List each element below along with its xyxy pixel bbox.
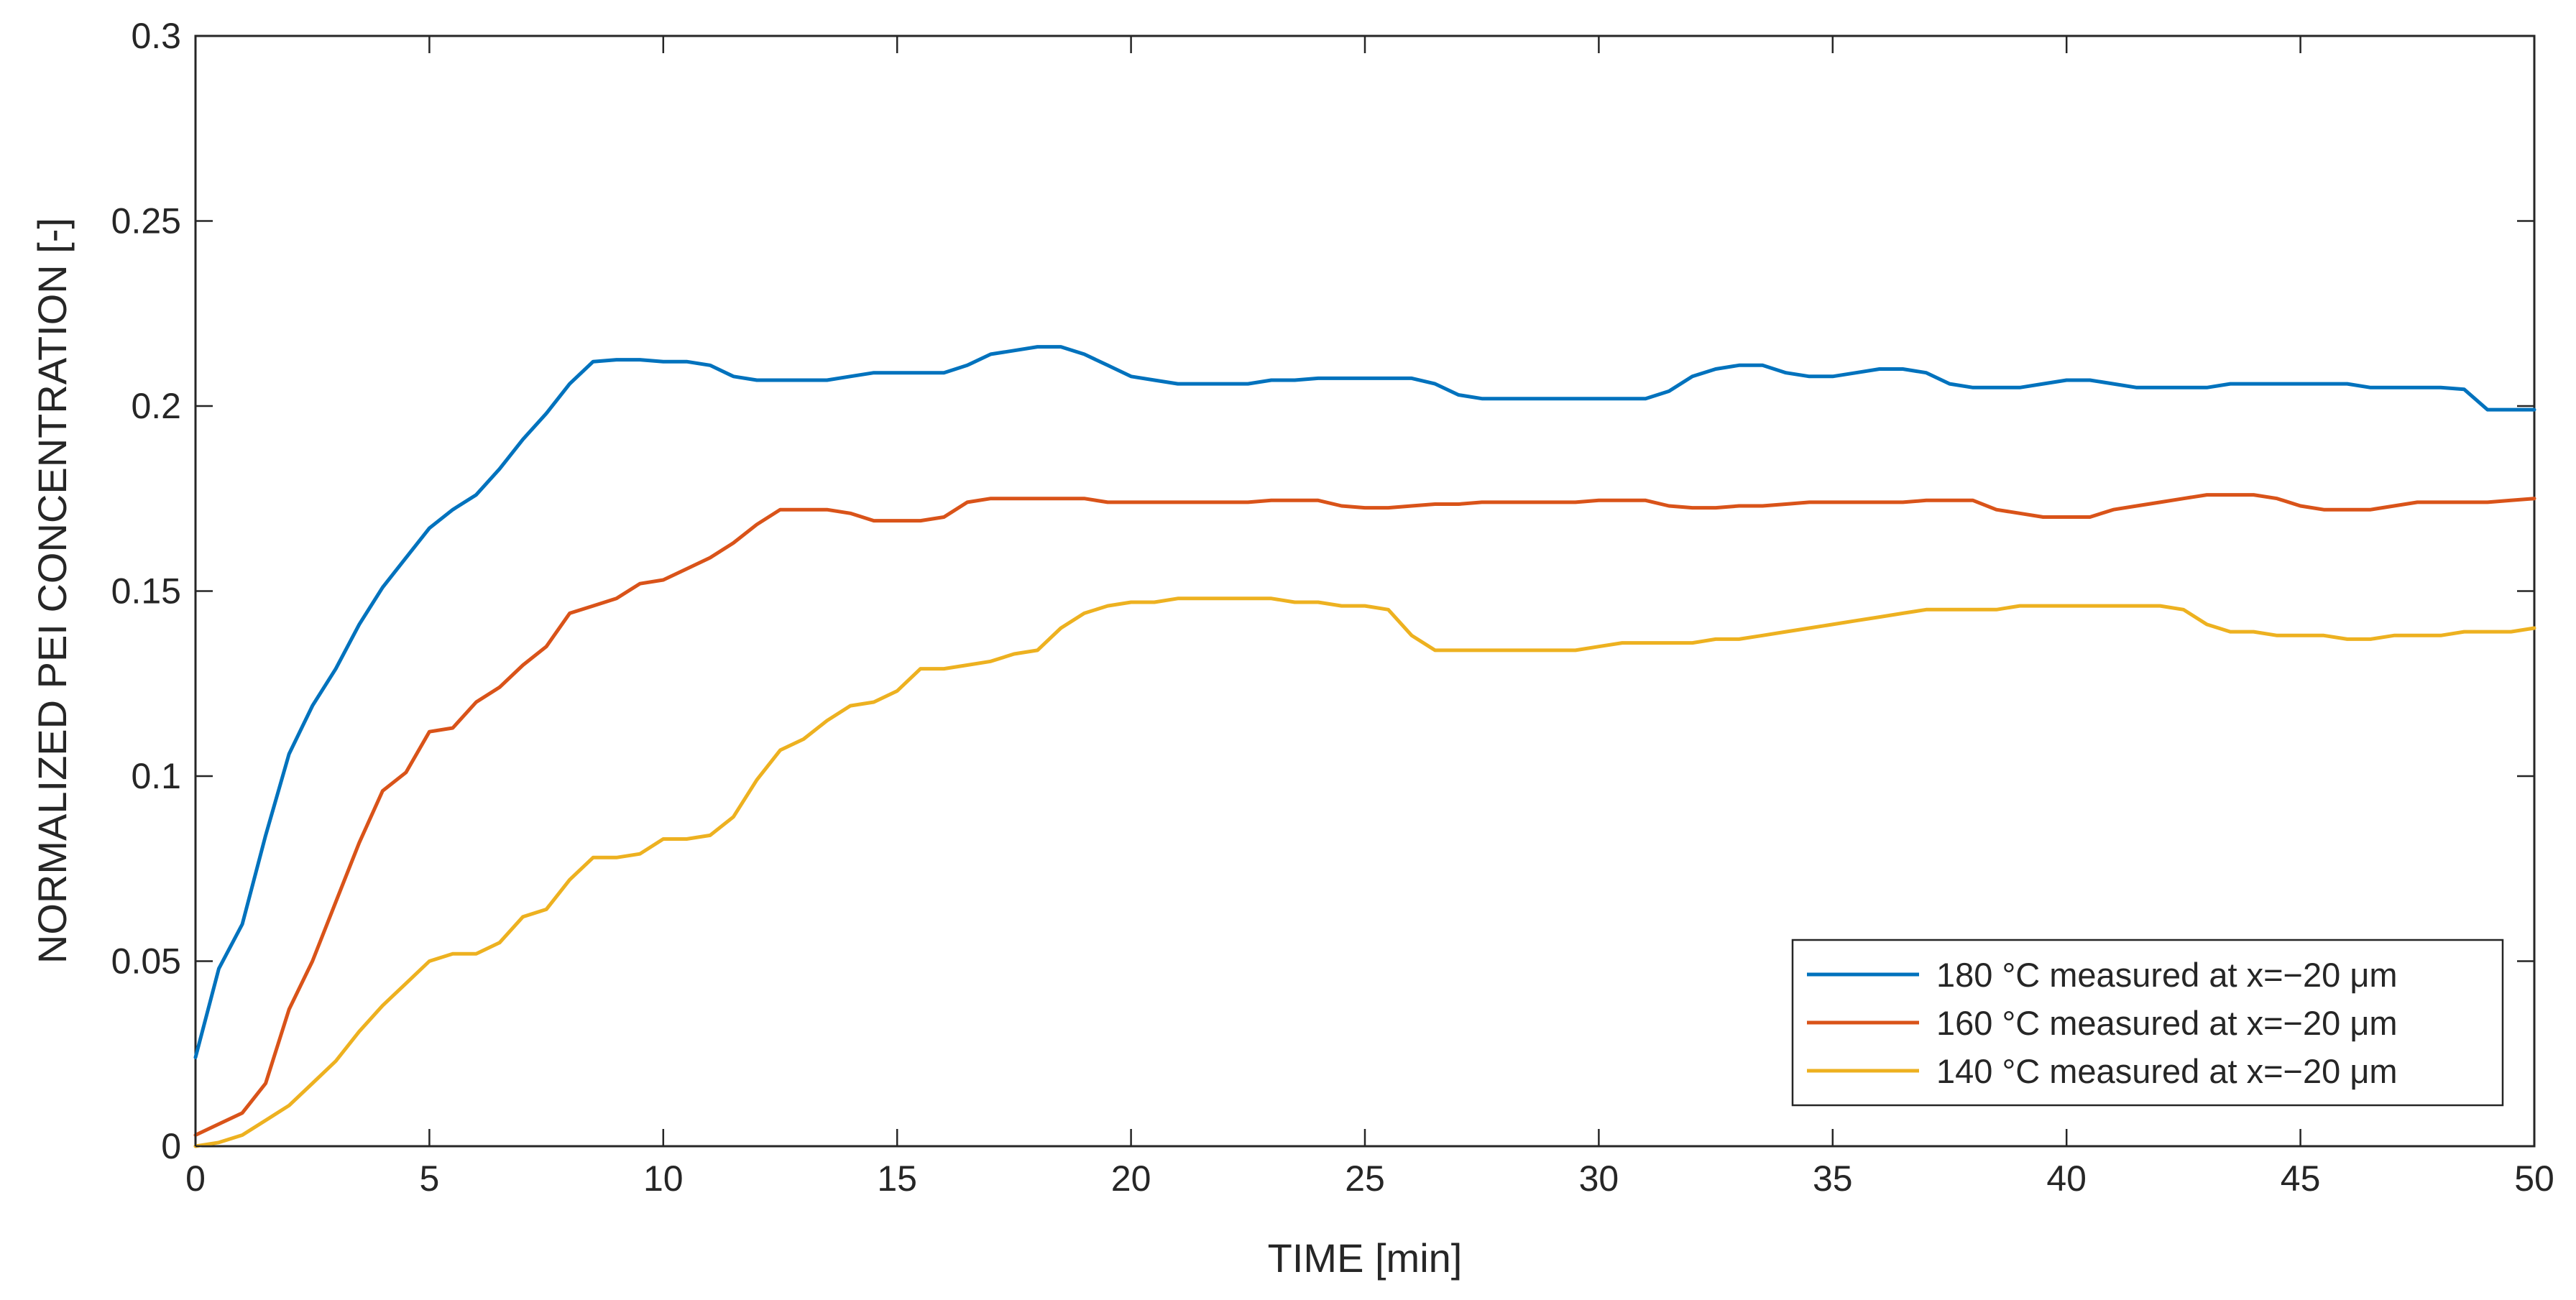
y-tick-label: 0 [161,1126,181,1166]
y-tick-label: 0.1 [131,756,181,796]
legend-items: 180 °C measured at x=−20 μm 160 °C measur… [1807,956,2398,1090]
x-tick-label: 35 [1813,1158,1853,1199]
x-tick-label: 15 [877,1158,917,1199]
x-tick-label: 30 [1579,1158,1619,1199]
y-tick-label: 0.05 [111,941,181,982]
legend-label-1: 180 °C measured at x=−20 μm [1936,956,2398,994]
series-line-3 [193,596,2536,1148]
series-line-2 [193,493,2536,1137]
ticks-layer [194,34,2536,1148]
x-tick-label: 50 [2514,1158,2554,1199]
x-tick-label: 5 [419,1158,439,1199]
tick-labels-layer: 0 5 10 15 20 25 30 35 40 45 50 0 0.05 0.1 0.15 0.2 0.25 0… [111,16,2554,1199]
series-line-1 [193,345,2536,1059]
legend: 180 °C measured at x=−20 μm 160 °C measur… [1791,939,2504,1107]
y-axis-title: NORMALIZED PEI CONCENTRATION [-] [29,218,75,964]
y-tick-label: 0.3 [131,16,181,56]
x-tick-label: 20 [1111,1158,1151,1199]
y-tick-label: 0.25 [111,201,181,241]
x-tick-label: 10 [643,1158,684,1199]
x-tick-label: 45 [2281,1158,2321,1199]
legend-label-2: 160 °C measured at x=−20 μm [1936,1004,2398,1042]
x-tick-label: 25 [1345,1158,1385,1199]
y-tick-label: 0.15 [111,571,181,612]
legend-label-3: 140 °C measured at x=−20 μm [1936,1052,2398,1090]
x-tick-label: 0 [185,1158,206,1199]
x-axis-title: TIME [min] [1268,1235,1463,1281]
series-layer [193,345,2536,1148]
x-tick-label: 40 [2046,1158,2087,1199]
y-tick-label: 0.2 [131,386,181,426]
